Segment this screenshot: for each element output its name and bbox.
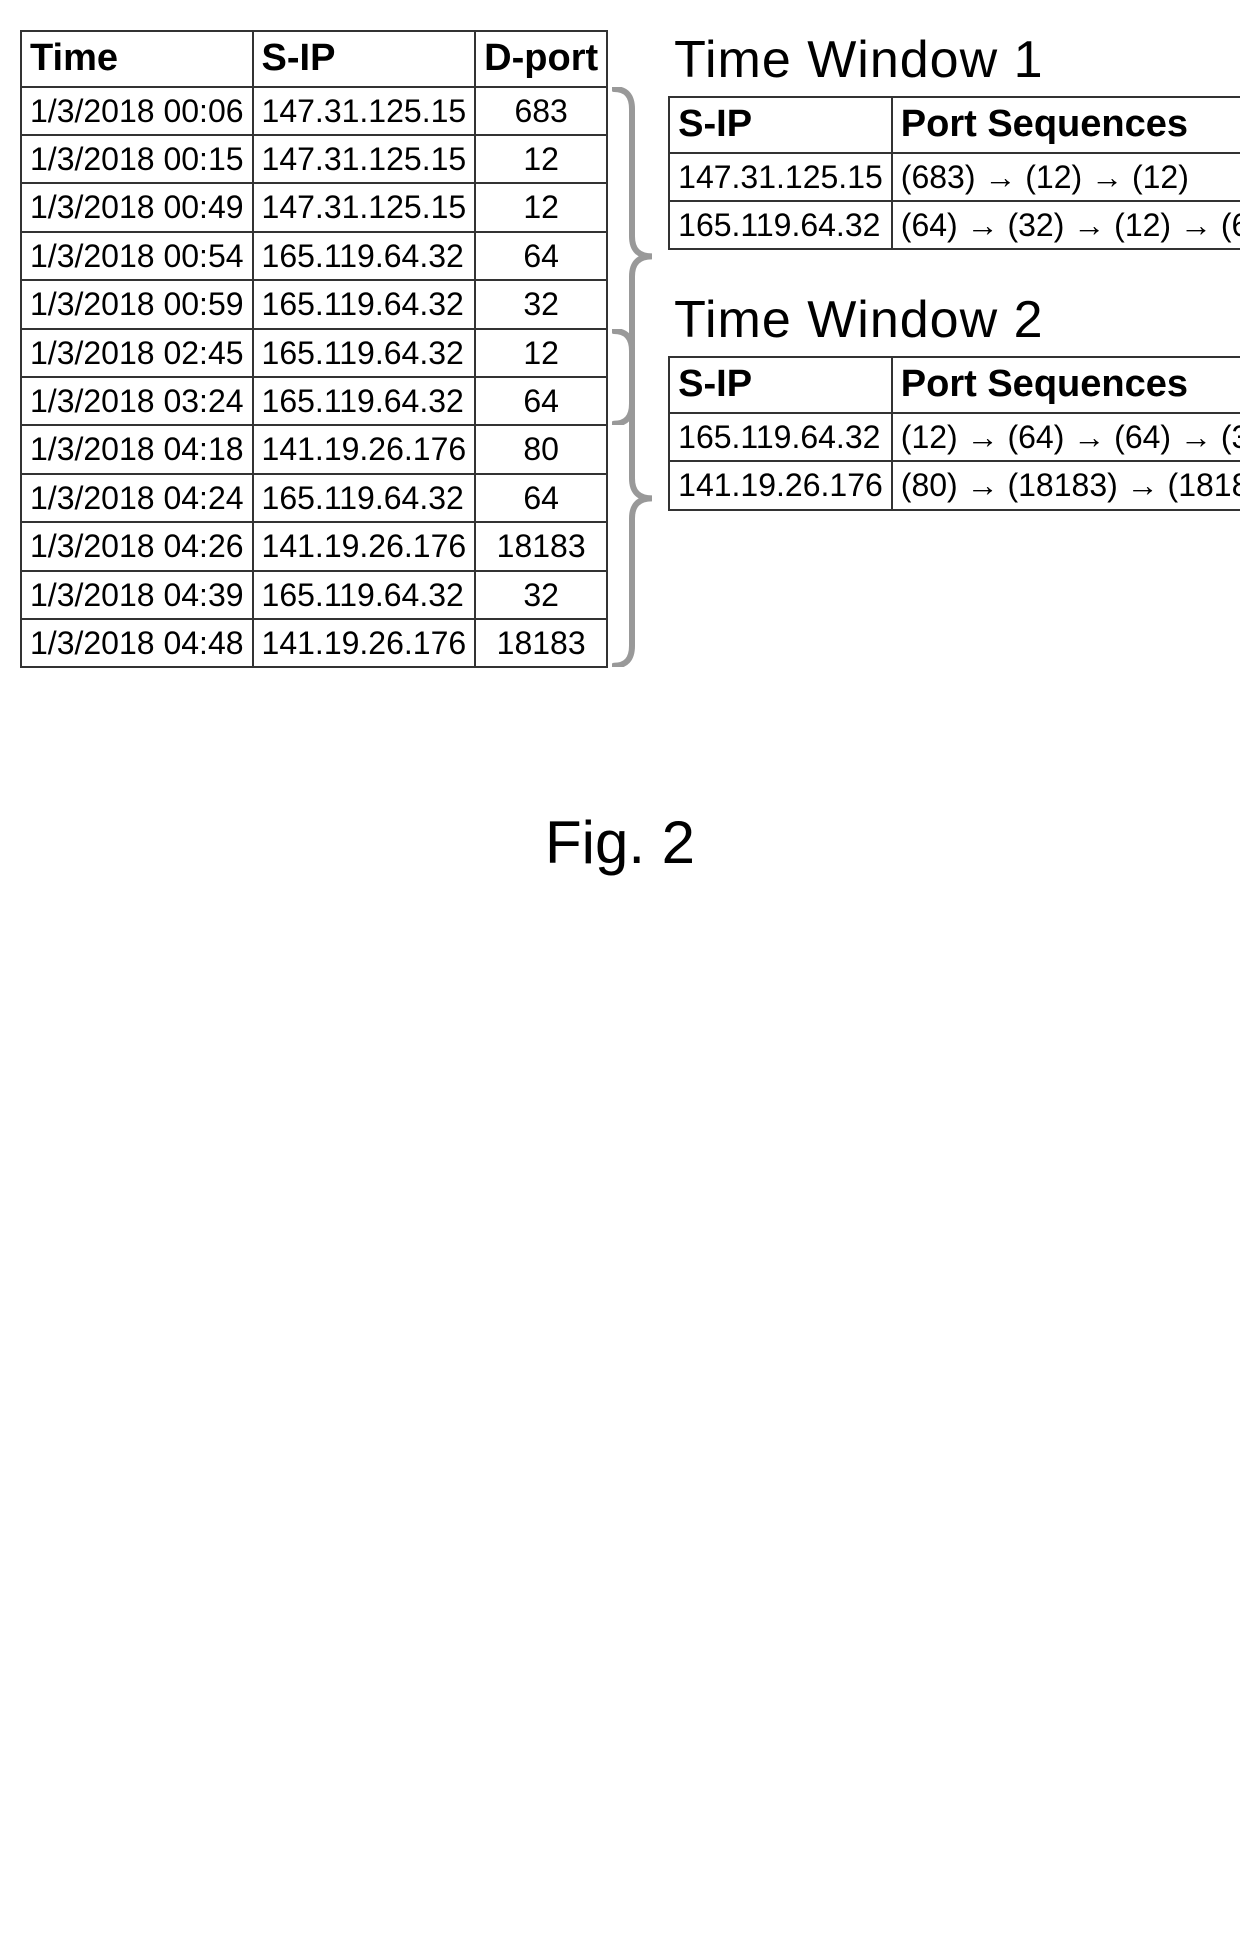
- time-window-2-title: Time Window 2: [674, 290, 1240, 350]
- table-cell: (683) → (12) → (12): [892, 153, 1240, 201]
- table-cell: 147.31.125.15: [253, 183, 476, 231]
- table-cell: 683: [475, 87, 607, 135]
- brace-window-2: [612, 329, 662, 668]
- table-cell: 1/3/2018 00:15: [21, 135, 253, 183]
- right-column: Time Window 1 S-IPPort Sequences 147.31.…: [668, 30, 1240, 511]
- table-row: 1/3/2018 04:48141.19.26.17618183: [21, 619, 607, 667]
- table-row: 1/3/2018 04:39165.119.64.3232: [21, 571, 607, 619]
- table-row: 1/3/2018 03:24165.119.64.3264: [21, 377, 607, 425]
- table-cell: 141.19.26.176: [253, 619, 476, 667]
- table-cell: 1/3/2018 04:39: [21, 571, 253, 619]
- table-row: 1/3/2018 00:49147.31.125.1512: [21, 183, 607, 231]
- window-table-header: S-IP: [669, 97, 892, 153]
- table-row: 1/3/2018 00:54165.119.64.3264: [21, 232, 607, 280]
- time-window-2-table: S-IPPort Sequences 165.119.64.32(12) → (…: [668, 356, 1240, 510]
- table-row: 141.19.26.176(80) → (18183) → (18183): [669, 461, 1240, 509]
- table-cell: 64: [475, 474, 607, 522]
- table-row: 1/3/2018 04:18141.19.26.17680: [21, 425, 607, 473]
- table-cell: 1/3/2018 00:49: [21, 183, 253, 231]
- table-cell: 165.119.64.32: [253, 474, 476, 522]
- main-log-table: TimeS-IPD-port 1/3/2018 00:06147.31.125.…: [20, 30, 608, 668]
- table-cell: 32: [475, 280, 607, 328]
- table-row: 1/3/2018 00:06147.31.125.15683: [21, 87, 607, 135]
- table-cell: 1/3/2018 04:48: [21, 619, 253, 667]
- table-cell: 12: [475, 183, 607, 231]
- table-cell: 141.19.26.176: [669, 461, 892, 509]
- window-table-header: Port Sequences: [892, 97, 1240, 153]
- table-cell: 1/3/2018 03:24: [21, 377, 253, 425]
- table-cell: 147.31.125.15: [253, 87, 476, 135]
- table-cell: 141.19.26.176: [253, 425, 476, 473]
- table-cell: 1/3/2018 04:24: [21, 474, 253, 522]
- table-cell: 141.19.26.176: [253, 522, 476, 570]
- table-cell: 18183: [475, 522, 607, 570]
- table-cell: 165.119.64.32: [669, 201, 892, 249]
- table-row: 1/3/2018 02:45165.119.64.3212: [21, 329, 607, 377]
- table-row: 165.119.64.32(12) → (64) → (64) → (32): [669, 413, 1240, 461]
- table-cell: 12: [475, 135, 607, 183]
- main-table-header: D-port: [475, 31, 607, 87]
- table-row: 1/3/2018 04:24165.119.64.3264: [21, 474, 607, 522]
- table-row: 1/3/2018 00:15147.31.125.1512: [21, 135, 607, 183]
- table-cell: 165.119.64.32: [669, 413, 892, 461]
- table-cell: 165.119.64.32: [253, 377, 476, 425]
- main-table-header: S-IP: [253, 31, 476, 87]
- brace-window-1: [612, 87, 662, 426]
- table-cell: 1/3/2018 04:26: [21, 522, 253, 570]
- figure-label: Fig. 2: [20, 808, 1220, 877]
- table-cell: 12: [475, 329, 607, 377]
- table-row: 1/3/2018 00:59165.119.64.3232: [21, 280, 607, 328]
- table-cell: 165.119.64.32: [253, 571, 476, 619]
- table-cell: 147.31.125.15: [253, 135, 476, 183]
- table-cell: 80: [475, 425, 607, 473]
- main-table-header: Time: [21, 31, 253, 87]
- table-cell: 64: [475, 232, 607, 280]
- table-cell: 1/3/2018 02:45: [21, 329, 253, 377]
- table-cell: 1/3/2018 00:54: [21, 232, 253, 280]
- table-cell: 147.31.125.15: [669, 153, 892, 201]
- table-cell: (80) → (18183) → (18183): [892, 461, 1240, 509]
- window-table-header: Port Sequences: [892, 357, 1240, 413]
- table-row: 165.119.64.32(64) → (32) → (12) → (64): [669, 201, 1240, 249]
- table-cell: 1/3/2018 00:59: [21, 280, 253, 328]
- table-cell: 165.119.64.32: [253, 280, 476, 328]
- table-row: 1/3/2018 04:26141.19.26.17618183: [21, 522, 607, 570]
- diagram-layout: TimeS-IPD-port 1/3/2018 00:06147.31.125.…: [20, 30, 1220, 668]
- table-cell: 32: [475, 571, 607, 619]
- table-cell: 1/3/2018 04:18: [21, 425, 253, 473]
- table-row: 147.31.125.15(683) → (12) → (12): [669, 153, 1240, 201]
- time-window-1-table: S-IPPort Sequences 147.31.125.15(683) → …: [668, 96, 1240, 250]
- table-cell: 64: [475, 377, 607, 425]
- time-window-1-title: Time Window 1: [674, 30, 1240, 90]
- table-cell: 165.119.64.32: [253, 329, 476, 377]
- table-cell: 1/3/2018 00:06: [21, 87, 253, 135]
- time-window-2-block: Time Window 2 S-IPPort Sequences 165.119…: [668, 290, 1240, 510]
- table-cell: (64) → (32) → (12) → (64): [892, 201, 1240, 249]
- left-column: TimeS-IPD-port 1/3/2018 00:06147.31.125.…: [20, 30, 608, 668]
- table-cell: 165.119.64.32: [253, 232, 476, 280]
- table-cell: (12) → (64) → (64) → (32): [892, 413, 1240, 461]
- time-window-1-block: Time Window 1 S-IPPort Sequences 147.31.…: [668, 30, 1240, 250]
- window-table-header: S-IP: [669, 357, 892, 413]
- table-cell: 18183: [475, 619, 607, 667]
